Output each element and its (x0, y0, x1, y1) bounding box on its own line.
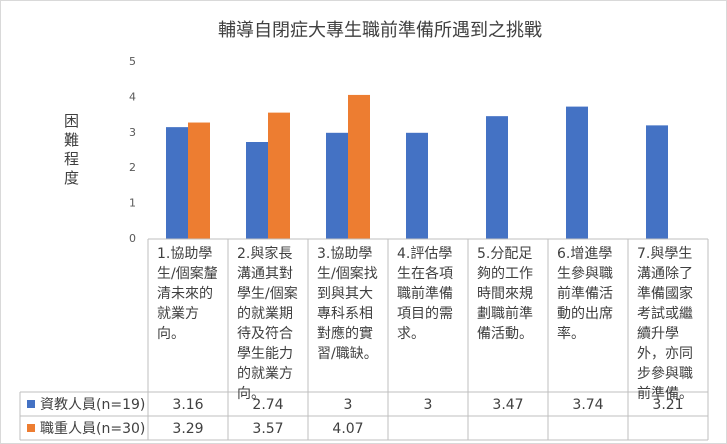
table-value: 3 (424, 397, 433, 413)
bar (566, 106, 588, 239)
legend-key (27, 400, 35, 408)
x-tick-label: 2.與家長溝通其對學生/個案的就業期待及符合學生能力的就業方向。 (237, 246, 298, 402)
x-tick-label: 3.協助學生/個案找到與其大專科系相對應的實習/職缺。 (317, 246, 378, 362)
chart-title: 輔導自閉症大專生職前準備所遇到之挑戰 (218, 20, 542, 41)
bar (268, 112, 290, 239)
bar (406, 132, 428, 239)
y-tick-label: 2 (129, 161, 136, 174)
table-value: 3.29 (172, 421, 203, 437)
table-value: 3.47 (492, 397, 523, 413)
y-tick-label: 0 (129, 232, 136, 245)
legend-key (27, 424, 35, 432)
table-value: 3.57 (252, 421, 283, 437)
bar (486, 116, 508, 239)
y-tick-label: 4 (129, 90, 136, 103)
bar (246, 142, 268, 239)
table-value: 3.16 (172, 397, 203, 413)
x-tick-label: 4.評估學生在各項職前準備項目的需求。 (397, 246, 453, 342)
table-value: 2.74 (252, 397, 283, 413)
legend-label: 資教人員(n=19) (40, 397, 145, 413)
x-tick-label: 6.增進學生參與職前準備活動的出席率。 (557, 246, 613, 342)
table-value: 3 (344, 397, 353, 413)
legend-label: 職重人員(n=30) (40, 421, 145, 437)
bar (188, 122, 210, 239)
table-value: 3.21 (652, 397, 683, 413)
x-tick-label: 1.協助學生/個案釐清未來的就業方向。 (157, 246, 218, 342)
table-value: 3.74 (572, 397, 603, 413)
y-tick-label: 3 (129, 126, 136, 139)
bar (166, 127, 188, 239)
x-tick-label: 5.分配足夠的工作時間來規劃職前準備活動。 (477, 246, 533, 342)
y-tick-label: 5 (129, 55, 136, 68)
table-value: 4.07 (332, 421, 363, 437)
y-axis-label: 困難程度 (64, 112, 80, 187)
bar (646, 125, 668, 239)
bar (326, 132, 348, 239)
y-tick-label: 1 (129, 197, 136, 210)
bar (348, 94, 370, 239)
x-tick-label: 7.與學生溝通除了準備國家考試或繼續升學外，亦同步參與職前準備。 (637, 246, 693, 402)
